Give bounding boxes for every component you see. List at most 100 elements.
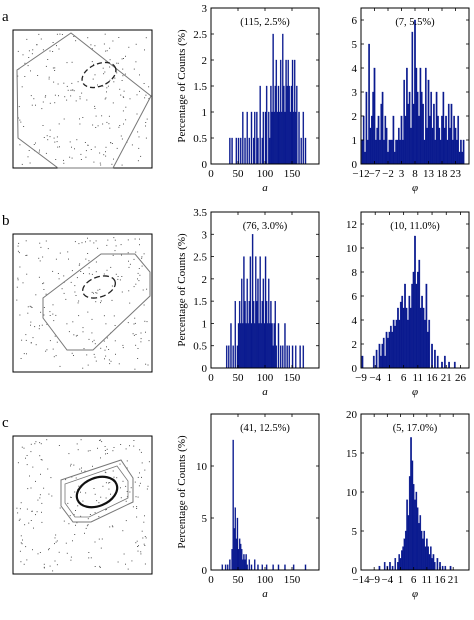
data-point xyxy=(142,537,144,539)
data-point xyxy=(34,326,36,328)
data-point xyxy=(77,505,79,507)
bar xyxy=(265,564,268,571)
data-point xyxy=(27,312,29,314)
data-point xyxy=(135,542,137,544)
bar xyxy=(397,562,399,571)
data-point xyxy=(113,158,114,160)
bar xyxy=(450,103,453,165)
data-point xyxy=(95,115,97,117)
data-point xyxy=(102,123,104,125)
data-point xyxy=(122,480,124,482)
data-point xyxy=(56,45,57,47)
y-tick-label: 0 xyxy=(202,565,208,577)
data-point xyxy=(53,81,55,83)
data-point xyxy=(88,338,90,340)
data-point xyxy=(117,278,119,280)
data-point xyxy=(46,439,48,441)
bar xyxy=(384,115,387,165)
bar xyxy=(397,127,400,165)
data-point xyxy=(23,126,25,127)
data-point xyxy=(54,67,56,69)
x-tick-label: 21 xyxy=(448,574,459,586)
data-point xyxy=(78,315,80,317)
data-point xyxy=(43,137,45,138)
x-axis-label: a xyxy=(262,588,268,600)
x-tick-label: −7 xyxy=(369,168,381,180)
bar xyxy=(376,127,379,165)
data-point xyxy=(75,295,77,296)
data-point xyxy=(18,252,20,254)
bar xyxy=(380,355,382,369)
data-point xyxy=(113,476,115,478)
data-point xyxy=(127,322,129,324)
bar xyxy=(286,345,288,369)
y-tick-label: 8 xyxy=(352,267,358,279)
data-point xyxy=(39,242,41,244)
bar xyxy=(246,278,248,369)
data-point xyxy=(141,265,143,267)
bar xyxy=(248,559,251,571)
bar xyxy=(420,530,423,571)
data-point xyxy=(17,245,19,247)
bar xyxy=(430,91,433,165)
data-point xyxy=(102,85,104,87)
data-point xyxy=(45,293,47,295)
bar xyxy=(279,345,282,369)
data-point xyxy=(40,246,42,248)
bar xyxy=(437,115,439,165)
x-axis-label: φ xyxy=(412,386,418,398)
bar xyxy=(230,323,232,369)
bar xyxy=(451,139,454,165)
bar xyxy=(436,558,439,571)
y-tick-label: 1.5 xyxy=(193,296,207,308)
data-point xyxy=(53,320,55,322)
data-point xyxy=(113,81,115,83)
bar xyxy=(388,331,391,369)
bar xyxy=(399,301,402,369)
data-point xyxy=(31,53,33,55)
data-point xyxy=(105,146,107,148)
bar xyxy=(448,361,450,369)
data-point xyxy=(100,164,102,166)
data-point xyxy=(137,550,139,552)
data-point xyxy=(143,83,145,84)
data-point xyxy=(24,76,26,77)
data-point xyxy=(136,94,138,96)
x-tick-label: −12 xyxy=(352,168,369,180)
data-point xyxy=(61,34,63,35)
bar xyxy=(250,111,253,165)
data-point xyxy=(70,559,72,561)
bar xyxy=(245,554,247,571)
bar xyxy=(299,345,301,369)
bar xyxy=(431,558,433,571)
data-point xyxy=(109,482,111,483)
data-point xyxy=(103,73,105,75)
bar xyxy=(260,323,262,369)
bar xyxy=(276,111,279,165)
bar xyxy=(381,91,384,165)
data-point xyxy=(66,62,68,64)
data-point xyxy=(28,150,30,151)
data-point xyxy=(25,546,27,548)
data-point xyxy=(70,281,72,283)
data-point xyxy=(30,95,32,97)
data-point xyxy=(40,38,42,40)
bar xyxy=(246,111,248,165)
data-point xyxy=(76,277,78,279)
data-point xyxy=(37,499,39,501)
data-point xyxy=(39,442,41,444)
data-point xyxy=(20,358,22,359)
data-point xyxy=(23,563,25,565)
bar xyxy=(361,139,364,165)
data-point xyxy=(24,524,26,526)
y-tick-label: 1 xyxy=(202,107,208,119)
data-point xyxy=(101,115,103,117)
data-point xyxy=(47,468,49,470)
data-point xyxy=(54,543,55,545)
data-point xyxy=(127,568,129,570)
bar xyxy=(408,476,411,571)
data-point xyxy=(54,141,56,143)
peak-annotation: (41, 12.5%) xyxy=(240,423,290,434)
fitted-ellipse xyxy=(82,275,116,299)
data-point xyxy=(131,560,133,562)
